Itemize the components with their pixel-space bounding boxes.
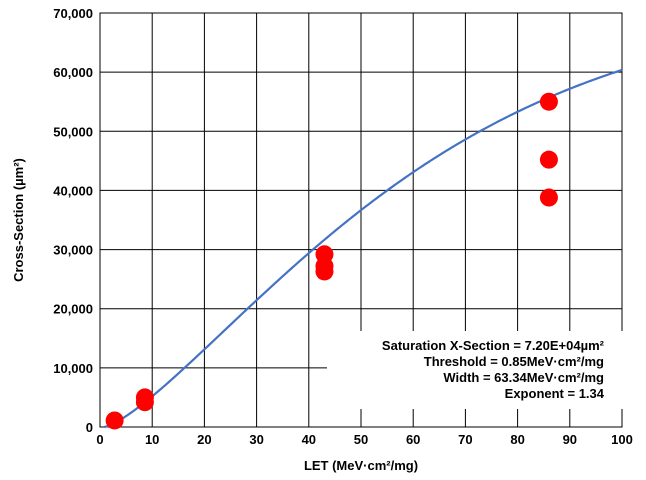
y-tick-label: 0 [86,420,93,435]
y-axis-title: Cross-Section (µm²) [11,158,26,282]
x-axis-title: LET (MeV·cm²/mg) [304,458,418,473]
annotation-saturation: Saturation X-Section = 7.20E+04µm² [382,338,605,353]
fit-curve [104,68,623,429]
x-tick-label: 10 [145,432,159,447]
x-tick-label: 90 [563,432,577,447]
y-tick-label: 50,000 [53,124,93,139]
x-tick-label: 100 [611,432,633,447]
y-tick-label: 70,000 [53,6,93,21]
data-point [315,245,334,264]
x-tick-label: 80 [510,432,524,447]
x-tick-label: 40 [302,432,316,447]
y-tick-label: 20,000 [53,302,93,317]
x-tick-label: 20 [197,432,211,447]
x-tick-label: 70 [458,432,472,447]
data-point [135,388,154,407]
annotation-width: Width = 63.34MeV·cm²/mg [443,370,604,385]
data-point [539,150,558,169]
x-tick-label: 60 [406,432,420,447]
y-tick-label: 30,000 [53,243,93,258]
annotation-box [327,331,623,409]
y-tick-label: 60,000 [53,65,93,80]
y-tick-labels: 0 10,000 20,000 30,000 40,000 50,000 60,000 70,… [53,6,93,435]
fit-parameters: Saturation X-Section = 7.20E+04µm² Thres… [382,338,605,401]
annotation-exponent: Exponent = 1.34 [505,386,605,401]
y-tick-label: 40,000 [53,183,93,198]
fit-curve-group [104,68,623,429]
plot-area-border [99,12,623,428]
y-tick-label: 10,000 [53,361,93,376]
x-tick-label: 0 [96,432,103,447]
data-point [539,92,558,111]
data-point [105,411,124,430]
x-tick-label: 50 [354,432,368,447]
annotation-threshold: Threshold = 0.85MeV·cm²/mg [424,354,604,369]
x-tick-labels: 0 10 20 30 40 50 60 70 80 90 100 [96,432,632,447]
data-points [105,92,558,430]
data-point [539,188,558,207]
x-tick-label: 30 [249,432,263,447]
